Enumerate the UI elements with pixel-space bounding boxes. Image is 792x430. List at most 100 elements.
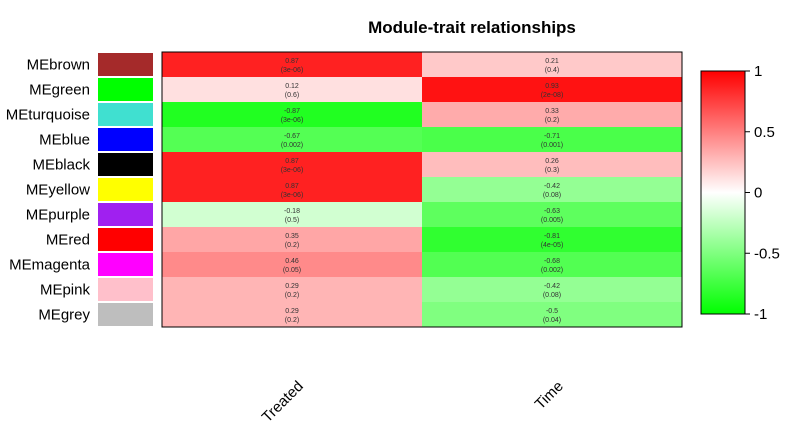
cell-pvalue-label: (3e-06)	[281, 117, 304, 124]
heatmap-cell	[162, 252, 422, 277]
cell-pvalue-label: (0.002)	[541, 267, 563, 274]
cell-pvalue-label: (0.2)	[285, 292, 299, 299]
cell-pvalue-label: (2e-08)	[541, 92, 564, 99]
module-color-swatches	[98, 53, 153, 326]
heatmap-cell	[422, 127, 682, 152]
cell-correlation-label: 0.33	[545, 108, 559, 115]
heatmap-cell	[422, 277, 682, 302]
row-label: MEgrey	[38, 307, 90, 324]
heatmap-cell	[162, 102, 422, 127]
cell-pvalue-label: (0.005)	[541, 217, 563, 224]
cell-correlation-label: 0.46	[285, 258, 299, 265]
row-label: MEpink	[40, 282, 91, 299]
cell-correlation-label: -0.81	[544, 233, 560, 240]
row-label: MEturquoise	[6, 107, 90, 124]
cell-correlation-label: -0.68	[544, 258, 560, 265]
heatmap-cell	[422, 77, 682, 102]
heatmap-cell	[162, 277, 422, 302]
cell-pvalue-label: (0.002)	[281, 142, 303, 149]
row-label: MEmagenta	[9, 257, 91, 274]
row-label: MEblack	[32, 157, 90, 174]
cell-correlation-label: 0.87	[285, 158, 299, 165]
cell-correlation-label: 0.87	[285, 183, 299, 190]
heatmap-cell	[422, 152, 682, 177]
cell-pvalue-label: (0.5)	[285, 217, 299, 224]
heatmap-cell	[422, 52, 682, 77]
cell-pvalue-label: (0.2)	[545, 117, 559, 124]
row-labels: MEbrown MEgreen MEturquoise MEblue MEblack ME…	[6, 57, 91, 324]
cell-pvalue-label: (0.3)	[545, 167, 559, 174]
heatmap-cell	[422, 102, 682, 127]
module-swatch-mebrown	[98, 53, 153, 76]
row-label: MEyellow	[26, 182, 90, 199]
row-label: MEbrown	[27, 57, 90, 74]
cell-correlation-label: 0.29	[285, 283, 299, 290]
cell-correlation-label: -0.18	[284, 208, 300, 215]
heatmap-cell	[162, 127, 422, 152]
cell-correlation-label: -0.63	[544, 208, 560, 215]
row-label: MEgreen	[29, 82, 90, 99]
module-swatch-meturquoise	[98, 103, 153, 126]
scale-tick-label: 1	[754, 63, 762, 80]
cell-correlation-label: -0.71	[544, 133, 560, 140]
heatmap-border	[161, 51, 683, 328]
column-labels: Treated Time	[259, 378, 567, 426]
cell-pvalue-label: (0.05)	[283, 267, 301, 274]
module-swatch-mered	[98, 228, 153, 251]
heatmap-cell	[422, 177, 682, 202]
module-swatch-megrey	[98, 303, 153, 326]
cell-pvalue-label: (3e-06)	[281, 167, 304, 174]
row-label: MEblue	[39, 132, 90, 149]
cell-pvalue-label: (0.08)	[543, 192, 561, 199]
module-swatch-mepurple	[98, 203, 153, 226]
module-swatch-megreen	[98, 78, 153, 101]
color-scale-legend: 1 0.5 0 -0.5 -1	[700, 63, 780, 323]
module-swatch-mepink	[98, 278, 153, 301]
cell-pvalue-label: (0.001)	[541, 142, 563, 149]
row-label: MEpurple	[26, 207, 90, 224]
scale-tick-label: 0	[754, 185, 762, 202]
cell-correlation-label: 0.35	[285, 233, 299, 240]
heatmap-cell	[162, 77, 422, 102]
heatmap-cells	[162, 52, 682, 327]
row-label: MEred	[46, 232, 90, 249]
cell-correlation-label: -0.42	[544, 183, 560, 190]
module-swatch-meblack	[98, 153, 153, 176]
heatmap-cell	[162, 202, 422, 227]
cell-correlation-label: 0.29	[285, 308, 299, 315]
cell-pvalue-label: (3e-06)	[281, 67, 304, 74]
cell-pvalue-label: (0.4)	[545, 67, 559, 74]
column-label-treated: Treated	[259, 378, 307, 426]
heatmap-cell	[162, 152, 422, 177]
heatmap-cell	[422, 202, 682, 227]
cell-correlation-label: -0.67	[284, 133, 300, 140]
column-label-time: Time	[532, 378, 567, 413]
cell-correlation-label: 0.26	[545, 158, 559, 165]
heatmap-cell	[162, 227, 422, 252]
cell-pvalue-label: (3e-06)	[281, 192, 304, 199]
scale-tick-label: -0.5	[754, 245, 780, 262]
heatmap-cell-labels: 0.87 (3e-06) 0.21 (0.4) 0.12 (0.6) 0.93 (2e-08)…	[281, 58, 564, 324]
cell-correlation-label: 0.93	[545, 83, 559, 90]
cell-correlation-label: 0.87	[285, 58, 299, 65]
heatmap-cell	[422, 227, 682, 252]
heatmap-cell	[162, 177, 422, 202]
cell-pvalue-label: (4e-05)	[541, 242, 564, 249]
color-scale-bar	[700, 70, 746, 315]
module-swatch-meyellow	[98, 178, 153, 201]
module-swatch-meblue	[98, 128, 153, 151]
scale-tick-label: -1	[754, 306, 767, 323]
cell-pvalue-label: (0.04)	[543, 317, 561, 324]
cell-pvalue-label: (0.2)	[285, 317, 299, 324]
cell-pvalue-label: (0.6)	[285, 92, 299, 99]
heatmap-cell	[422, 252, 682, 277]
cell-pvalue-label: (0.08)	[543, 292, 561, 299]
heatmap-cell	[162, 302, 422, 327]
heatmap-cell	[162, 52, 422, 77]
module-swatch-memagenta	[98, 253, 153, 276]
heatmap-cell	[422, 302, 682, 327]
cell-correlation-label: -0.87	[284, 108, 300, 115]
chart-title: Module-trait relationships	[368, 18, 576, 37]
cell-pvalue-label: (0.2)	[285, 242, 299, 249]
